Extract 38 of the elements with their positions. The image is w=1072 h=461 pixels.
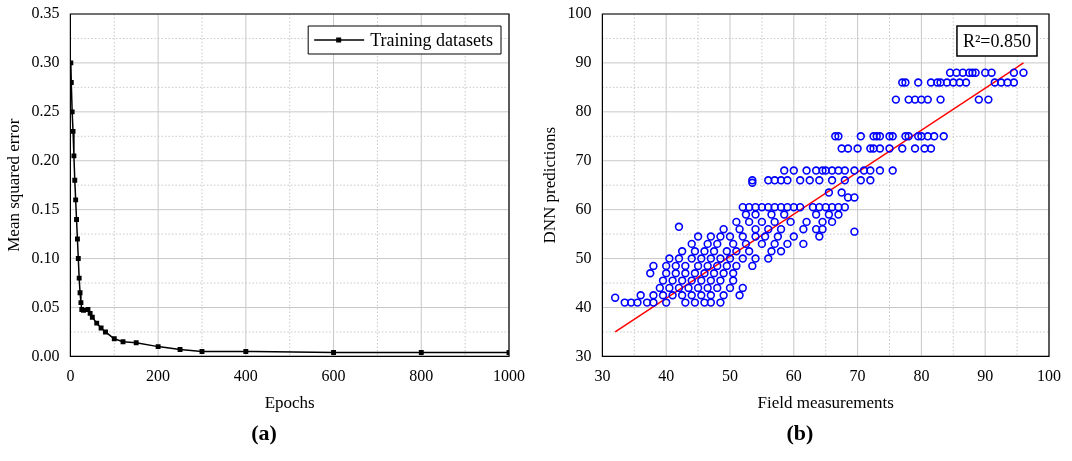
x-tick-label: 600 — [321, 367, 346, 385]
x-axis-title: Field measurements — [757, 393, 894, 413]
legend-label: Training datasets — [370, 29, 493, 50]
x-tick-label: 400 — [233, 367, 258, 385]
y-tick-label: 0.20 — [31, 150, 60, 168]
annotation: R²=0.850 — [962, 30, 1032, 51]
y-tick-label: 40 — [575, 297, 592, 315]
text: (a) — [250, 420, 278, 446]
y-tick-label: 0.15 — [31, 199, 60, 217]
y-tick-label: 0.30 — [31, 53, 60, 71]
y-tick-label: 90 — [575, 53, 592, 71]
x-tick-label: 1000 — [493, 367, 525, 385]
text: (b) — [785, 420, 815, 446]
y-tick-label: 80 — [575, 102, 592, 120]
y-tick-label: 70 — [575, 150, 592, 168]
y-tick-label: 30 — [575, 346, 592, 364]
x-tick-label: 80 — [913, 367, 930, 385]
y-tick-label: 0.00 — [31, 346, 60, 364]
x-tick-label: 90 — [977, 367, 994, 385]
y-tick-label: 0.10 — [31, 248, 60, 266]
x-tick-label: 30 — [594, 367, 611, 385]
x-tick-label: 0 — [66, 367, 75, 385]
y-tick-label: 100 — [567, 4, 592, 22]
x-tick-label: 40 — [658, 367, 675, 385]
y-tick-label: 60 — [575, 199, 592, 217]
y-tick-label: 50 — [575, 248, 592, 266]
x-tick-label: 200 — [146, 367, 171, 385]
y-tick-label: 0.25 — [31, 102, 60, 120]
x-tick-label: 100 — [1037, 367, 1061, 385]
x-tick-label: 800 — [409, 367, 434, 385]
y-tick-label: 0.35 — [31, 4, 60, 22]
y-axis-title: DNN predictions — [539, 126, 559, 244]
y-tick-label: 0.05 — [31, 297, 60, 315]
x-axis-title: Epochs — [264, 393, 315, 413]
x-tick-label: 50 — [722, 367, 738, 385]
x-tick-label: 60 — [785, 367, 802, 385]
x-tick-label: 70 — [849, 367, 866, 385]
y-axis-title: Mean squared error — [3, 118, 23, 252]
